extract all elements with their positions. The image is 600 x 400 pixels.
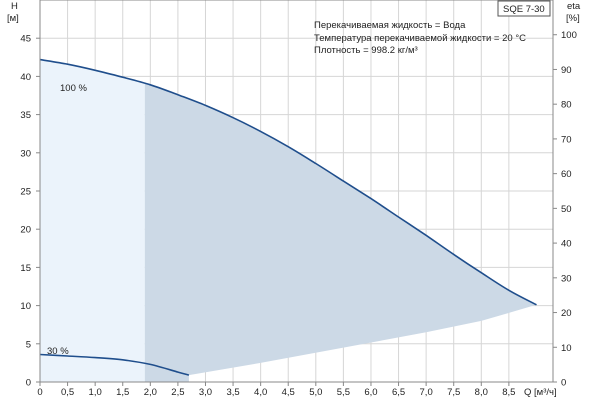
right-tick-label: 60 [561,169,572,180]
left-tick-label: 30 [20,148,31,159]
info-line-density: Плотность = 998.2 кг/м³ [314,45,418,56]
left-tick-label: 25 [20,187,31,198]
operating-range-dark [144,83,537,383]
left-tick-label: 15 [20,263,31,274]
left-tick-label: 40 [20,72,31,83]
right-tick-label: 0 [561,378,566,389]
curve-label-100: 100 % [60,83,87,94]
x-tick-label: 4,5 [282,387,295,398]
model-box [497,0,551,17]
right-tick-label: 80 [561,100,572,111]
right-tick-label: 20 [561,308,572,319]
right-axis-title: eta [567,1,581,12]
x-tick-label: 2,0 [144,387,157,398]
right-tick-label: 70 [561,134,572,145]
right-tick-label: 100 [561,30,577,41]
x-axis-title: Q [м³/ч] [524,387,557,398]
x-tick-label: 6,5 [392,387,405,398]
curves [39,58,537,376]
left-axis-ticks: 0 5 10 15 20 25 30 35 40 45 [20,34,40,389]
left-tick-label: 35 [20,110,31,121]
left-tick-label: 45 [20,34,31,45]
left-axis-unit: [м] [7,13,19,24]
x-tick-label: 3,5 [226,387,239,398]
left-tick-label: 5 [26,339,31,350]
curve-30-percent [39,353,190,376]
curve-100-percent [39,58,537,306]
x-tick-label: 0,5 [61,387,74,398]
x-tick-label: 1,5 [116,387,129,398]
info-line-fluid: Перекачиваемая жидкость = Вода [314,20,466,31]
left-tick-label: 20 [20,225,31,236]
left-tick-label: 10 [20,301,31,312]
right-tick-label: 40 [561,239,572,250]
left-tick-label: 0 [26,378,31,389]
x-tick-label: 3,0 [199,387,212,398]
model-label: SQE 7-30 [503,4,545,15]
operating-range-light [40,59,145,382]
x-tick-label: 8,5 [502,387,515,398]
x-tick-label: 4,0 [254,387,267,398]
left-axis-title: H [11,1,18,12]
x-tick-label: 8,0 [475,387,488,398]
x-tick-label: 5,5 [337,387,350,398]
x-tick-label: 6,0 [364,387,377,398]
x-tick-label: 0 [37,387,42,398]
x-tick-label: 7,0 [420,387,433,398]
curve-label-30: 30 % [47,346,69,357]
right-axis-ticks: 0 10 20 30 40 50 60 70 80 90 100 [553,30,577,389]
right-axis-unit: [%] [566,13,580,24]
x-tick-label: 5,0 [309,387,322,398]
x-axis-ticks: 0 0,5 1,0 1,5 2,0 2,5 3,0 3,5 4,0 4,5 5,0 5,5 6,0 6,5… [37,382,515,398]
right-tick-label: 10 [561,343,572,354]
info-line-temperature: Температура перекачиваемой жидкости = 20… [314,33,526,44]
right-tick-label: 30 [561,273,572,284]
x-tick-label: 1,0 [89,387,102,398]
right-tick-label: 50 [561,204,572,215]
x-tick-label: 2,5 [171,387,184,398]
right-tick-label: 90 [561,65,572,76]
x-tick-label: 7,5 [447,387,460,398]
